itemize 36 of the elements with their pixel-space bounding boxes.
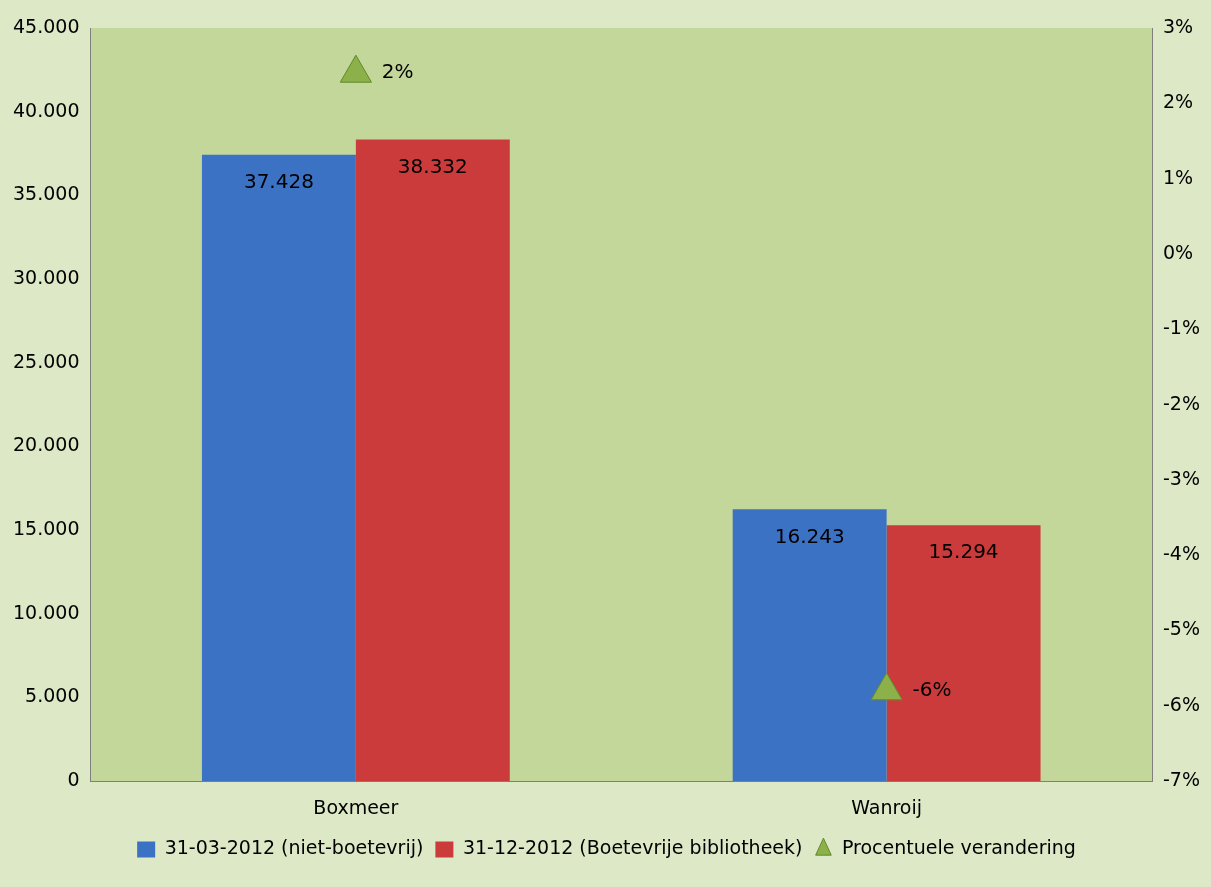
data-label: 15.294 [928, 539, 999, 564]
data-label: 16.243 [774, 523, 845, 548]
bar [201, 154, 356, 782]
x-tick-label: Wanroij [851, 795, 923, 818]
y2-tick-label: 2% [1163, 90, 1194, 113]
data-label: 38.332 [397, 153, 468, 178]
legend-label: 31-03-2012 (niet-boetevrij) [164, 836, 424, 859]
y2-tick-label: -1% [1163, 316, 1200, 339]
y-tick-label: 0 [67, 768, 80, 791]
data-label: -6% [912, 677, 952, 702]
legend-label: 31-12-2012 (Boetevrije bibliotheek) [462, 836, 803, 859]
y2-tick-label: -5% [1163, 617, 1200, 640]
y2-tick-label: 3% [1163, 14, 1194, 37]
y-tick-label: 25.000 [13, 349, 80, 372]
y-tick-label: 45.000 [13, 14, 80, 37]
y2-tick-label: -2% [1163, 391, 1200, 414]
y2-tick-label: -7% [1163, 768, 1200, 791]
y-tick-label: 20.000 [13, 433, 80, 456]
y-tick-label: 15.000 [13, 517, 80, 540]
y2-tick-label: -3% [1163, 466, 1200, 489]
data-label: 2% [381, 59, 414, 84]
x-tick-label: Boxmeer [313, 795, 399, 818]
y-tick-label: 30.000 [13, 266, 80, 288]
y2-tick-label: -4% [1163, 542, 1200, 565]
y-tick-label: 10.000 [13, 600, 80, 623]
y-tick-label: 5.000 [25, 684, 80, 707]
y2-tick-label: 0% [1163, 240, 1194, 263]
bar [732, 509, 887, 782]
legend-label: Procentuele verandering [841, 836, 1076, 859]
data-label: 37.428 [243, 168, 314, 193]
bar [355, 139, 510, 782]
bar [886, 525, 1041, 782]
y-tick-label: 35.000 [13, 182, 80, 205]
y2-tick-label: 1% [1163, 165, 1194, 188]
y2-tick-label: -6% [1163, 692, 1200, 715]
y-tick-label: 40.000 [13, 98, 80, 121]
